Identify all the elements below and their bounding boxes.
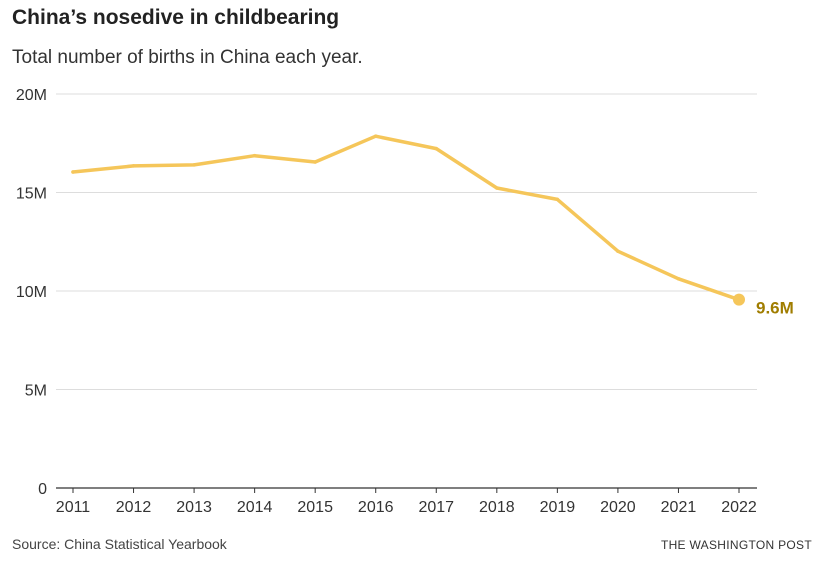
x-tick-label: 2016 [358, 499, 394, 516]
x-tick-label: 2014 [237, 499, 273, 516]
x-tick-label: 2020 [600, 499, 636, 516]
data-point-2011 [71, 170, 75, 174]
end-value-label: 9.6M [756, 299, 794, 318]
y-axis-ticks: 0 5M 10M 15M 20M [16, 87, 47, 498]
x-axis-ticks: 2011 2012 2013 2014 2015 2016 2017 2018 2019 2020… [56, 488, 757, 516]
y-tick-label: 0 [38, 481, 47, 498]
data-point-2013 [192, 163, 196, 167]
y-tick-label: 20M [16, 87, 47, 104]
data-point-2018 [495, 186, 499, 190]
data-point-2016 [373, 134, 378, 138]
data-point-2017 [434, 146, 439, 151]
data-point-2019 [555, 197, 560, 202]
data-point-2021 [676, 277, 681, 281]
grid-lines [56, 93, 757, 489]
x-tick-label: 2021 [661, 499, 697, 516]
x-tick-label: 2011 [56, 499, 91, 516]
data-point-2015 [313, 160, 317, 164]
x-tick-label: 2022 [721, 499, 757, 516]
data-point-2014 [252, 153, 257, 158]
y-tick-label: 10M [16, 284, 47, 301]
end-point-marker [733, 293, 745, 306]
source-note: Source: China Statistical Yearbook [12, 536, 227, 552]
x-tick-label: 2019 [540, 499, 576, 516]
x-tick-label: 2017 [418, 499, 454, 516]
x-tick-label: 2015 [297, 499, 333, 516]
data-point-2020 [616, 249, 620, 253]
chart-title: China’s nosedive in childbearing [12, 6, 340, 29]
x-tick-label: 2018 [479, 499, 515, 516]
y-tick-label: 5M [25, 383, 47, 400]
x-tick-label: 2013 [176, 499, 212, 516]
births-series-line [71, 134, 741, 302]
publisher-credit: THE WASHINGTON POST [660, 538, 812, 552]
chart-subtitle: Total number of births in China each yea… [12, 47, 363, 68]
y-tick-label: 15M [16, 186, 47, 203]
data-points [71, 134, 741, 302]
x-tick-label: 2012 [116, 499, 152, 516]
data-point-2012 [131, 164, 136, 168]
